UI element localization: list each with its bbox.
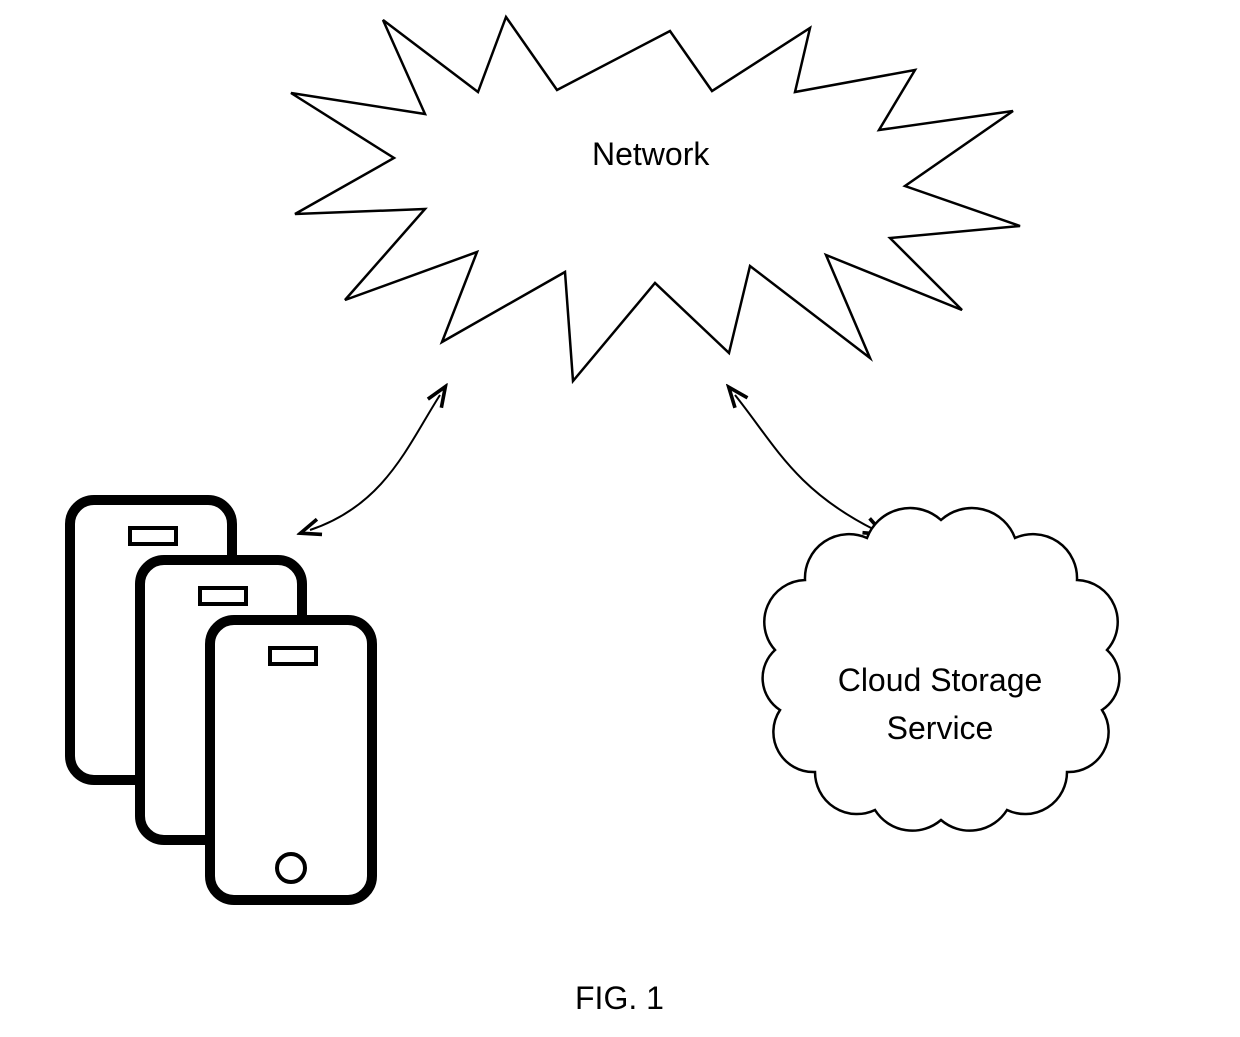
diagram-container: Network [0,0,1240,1037]
cloud-label: Cloud Storage Service [800,656,1080,752]
cloud-label-line2: Service [887,710,994,746]
figure-label: FIG. 1 [575,980,664,1017]
cloud-label-line1: Cloud Storage [838,662,1043,698]
cloud-shape [0,0,1240,1037]
